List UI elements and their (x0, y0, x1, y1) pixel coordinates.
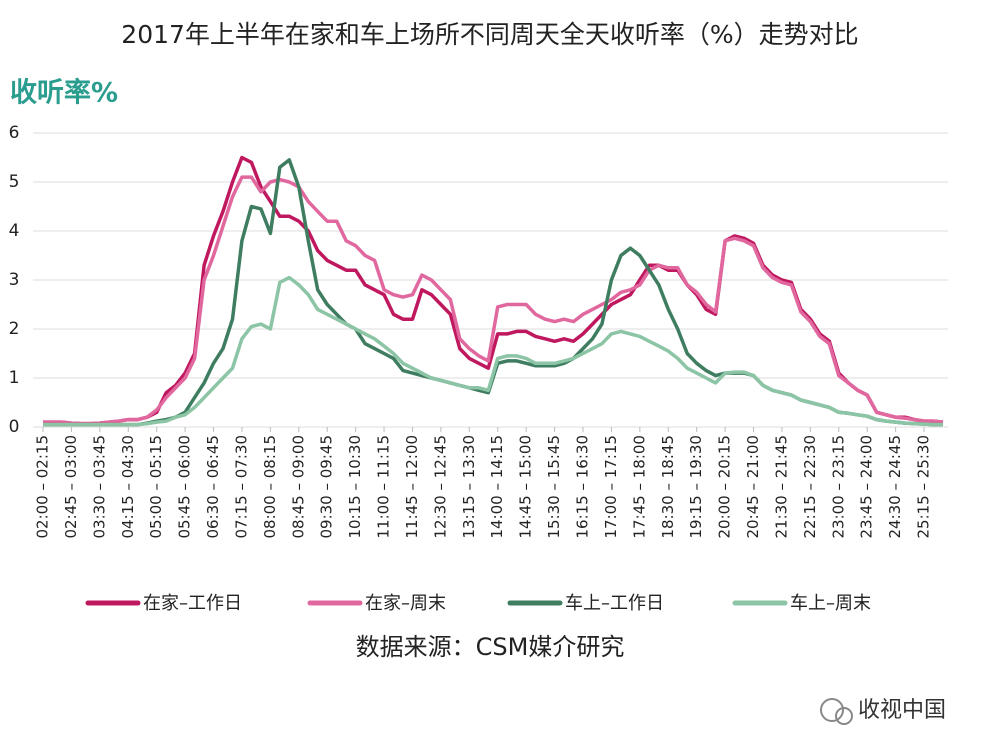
legend-item: 车上–周末 (732, 593, 871, 614)
x-tick-label: 05:45 – 06:00 (176, 435, 194, 539)
x-tick-label: 15:30 – 15:45 (545, 435, 563, 539)
legend-label: 车上–周末 (790, 593, 871, 614)
y-tick-label: 5 (9, 172, 20, 192)
x-tick-label: 18:30 – 18:45 (659, 435, 677, 539)
y-tick-label: 4 (9, 221, 20, 241)
x-tick-label: 04:15 – 04:30 (119, 435, 137, 539)
y-tick-label: 1 (9, 368, 20, 388)
y-tick-label: 0 (9, 417, 20, 437)
chart-title: 2017年上半年在家和车上场所不同周天全天收听率（%）走势对比 (121, 20, 858, 49)
x-tick-label: 09:30 – 09:45 (318, 435, 336, 539)
legend-label: 在家–周末 (365, 593, 446, 614)
x-tick-label: 02:00 – 02:15 (34, 435, 52, 539)
watermark: 收视中国 (858, 698, 946, 723)
legend-item: 车上–工作日 (507, 593, 664, 614)
y-tick-label: 6 (9, 123, 20, 143)
x-tick-label: 11:00 – 11:15 (375, 435, 393, 539)
x-tick-label: 10:15 – 10:30 (346, 435, 364, 539)
watermark-icon (820, 698, 853, 725)
x-tick-label: 08:45 – 09:00 (289, 435, 307, 539)
x-tick-label: 08:00 – 08:15 (261, 435, 279, 539)
x-tick-label: 12:30 – 12:45 (431, 435, 449, 538)
x-tick-label: 07:15 – 07:30 (232, 435, 250, 539)
x-tick-label: 17:00 – 17:15 (602, 435, 620, 539)
legend-item: 在家–周末 (307, 593, 446, 614)
series-line (43, 175, 944, 426)
x-tick-label: 17:45 – 18:00 (630, 435, 648, 539)
x-tick-label: 14:00 – 14:15 (488, 435, 506, 539)
x-tick-label: 06:30 – 06:45 (204, 435, 222, 539)
y-tick-label: 2 (9, 319, 20, 339)
x-tick-label: 02:45 – 03:00 (62, 435, 80, 539)
x-tick-label: 23:00 – 23:15 (829, 435, 847, 539)
x-tick-label: 11:45 – 12:00 (403, 435, 421, 539)
x-tick-label: 14:45 – 15:00 (517, 435, 535, 539)
x-tick-label: 20:45 – 21:00 (744, 435, 762, 539)
y-axis-label: 收听率% (10, 77, 118, 109)
x-tick-label: 25:15 – 25:30 (915, 435, 933, 539)
x-tick-label: 19:15 – 19:30 (687, 435, 705, 539)
y-tick-label: 3 (9, 270, 20, 290)
x-tick-label: 24:30 – 24:45 (886, 435, 904, 539)
x-tick-label: 23:45 – 24:00 (858, 435, 876, 539)
x-tick-label: 03:30 – 03:45 (90, 435, 108, 539)
x-tick-label: 21:30 – 21:45 (772, 435, 790, 539)
x-tick-label: 05:00 – 05:15 (147, 435, 165, 539)
legend-item: 在家–工作日 (85, 593, 242, 614)
legend-label: 车上–工作日 (565, 593, 664, 614)
x-tick-label: 16:15 – 16:30 (574, 435, 592, 539)
x-tick-label: 22:15 – 22:30 (801, 435, 819, 539)
series-line (43, 275, 943, 427)
x-tick-label: 13:15 – 13:30 (460, 435, 478, 539)
source: 数据来源：CSM媒介研究 (356, 633, 625, 661)
x-tick-label: 20:00 – 20:15 (716, 435, 734, 539)
legend-label: 在家–工作日 (143, 593, 242, 614)
